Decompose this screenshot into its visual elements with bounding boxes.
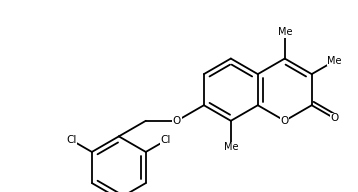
Text: O: O xyxy=(173,116,181,126)
Text: Me: Me xyxy=(277,27,292,37)
Text: Cl: Cl xyxy=(67,135,77,145)
Text: Cl: Cl xyxy=(161,135,171,145)
Text: O: O xyxy=(330,113,339,123)
Text: Me: Me xyxy=(327,56,342,66)
Text: Me: Me xyxy=(224,142,238,152)
Text: O: O xyxy=(281,116,289,126)
